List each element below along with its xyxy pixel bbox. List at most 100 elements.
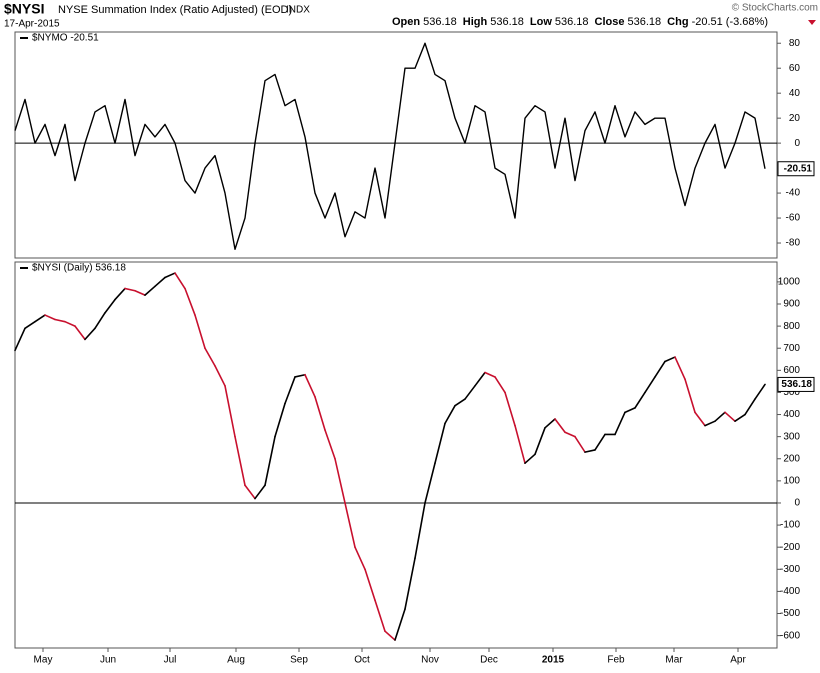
line-segment bbox=[134, 289, 146, 296]
down-arrow bbox=[808, 20, 816, 25]
quote-label: Open bbox=[392, 16, 420, 28]
legend-entry: $NYMO -20.51 bbox=[32, 33, 99, 44]
line-segment bbox=[724, 411, 736, 422]
line-segment bbox=[524, 453, 536, 464]
x-tick-label: Dec bbox=[480, 655, 498, 666]
line-segment bbox=[714, 411, 726, 422]
line-segment bbox=[444, 404, 456, 425]
quote-label: Close bbox=[595, 16, 625, 28]
x-tick-label: Apr bbox=[730, 655, 746, 666]
quote-value: 536.18 bbox=[490, 16, 524, 28]
line-segment bbox=[124, 287, 136, 292]
line-segment bbox=[494, 376, 506, 394]
line-segment bbox=[204, 347, 216, 367]
line-segment bbox=[344, 502, 356, 548]
line-segment bbox=[464, 385, 476, 400]
quote-value: -20.51 (-3.68%) bbox=[692, 16, 768, 28]
quote-label: High bbox=[463, 16, 488, 28]
quote-value: 536.18 bbox=[423, 16, 457, 28]
y-tick-label: -40 bbox=[786, 188, 801, 199]
line-segment bbox=[534, 427, 546, 456]
y-tick-label: 40 bbox=[789, 88, 801, 99]
y-tick-label: 60 bbox=[789, 63, 801, 74]
line-segment bbox=[274, 402, 286, 438]
y-tick-label: 500 bbox=[783, 387, 800, 398]
line-segment bbox=[34, 314, 46, 323]
line-segment bbox=[44, 314, 56, 321]
line-segment bbox=[24, 320, 36, 330]
line-segment bbox=[384, 630, 396, 641]
y-tick-label: 20 bbox=[789, 113, 801, 124]
y-tick-label: -400 bbox=[780, 586, 800, 597]
line-segment bbox=[504, 391, 516, 427]
line-segment bbox=[114, 287, 126, 301]
line-segment bbox=[594, 433, 606, 451]
line-segment bbox=[304, 373, 316, 398]
quote-label: Low bbox=[530, 16, 552, 28]
line-segment bbox=[454, 398, 466, 407]
x-tick-label: Aug bbox=[227, 655, 245, 666]
y-tick-label: 80 bbox=[789, 38, 801, 49]
y-tick-label: 100 bbox=[783, 476, 800, 487]
x-tick-label: Feb bbox=[607, 655, 625, 666]
line-segment bbox=[644, 376, 656, 394]
y-tick-label: 400 bbox=[783, 409, 800, 420]
line-segment bbox=[484, 371, 496, 378]
line-segment bbox=[694, 411, 706, 427]
index-name: NYSE Summation Index (Ratio Adjusted) (E… bbox=[58, 4, 292, 16]
last-value-label: -20.51 bbox=[784, 163, 813, 174]
y-tick-label: -60 bbox=[786, 213, 801, 224]
line-segment bbox=[474, 371, 486, 387]
line-segment bbox=[654, 360, 666, 378]
quote-value: 536.18 bbox=[555, 16, 589, 28]
copyright: © StockCharts.com bbox=[732, 3, 818, 14]
line-segment bbox=[744, 398, 756, 416]
panel-frame bbox=[14, 261, 778, 649]
y-tick-label: 1000 bbox=[778, 277, 801, 288]
line-segment bbox=[164, 272, 176, 279]
line-segment bbox=[394, 608, 406, 641]
line-segment bbox=[544, 418, 556, 429]
line-segment bbox=[94, 312, 106, 330]
line-segment bbox=[104, 298, 116, 314]
y-tick-label: -100 bbox=[780, 520, 800, 531]
line-segment bbox=[424, 462, 436, 504]
line-segment bbox=[624, 407, 636, 414]
line-segment bbox=[414, 502, 426, 560]
line-segment bbox=[84, 327, 96, 341]
line-segment bbox=[554, 418, 566, 434]
y-tick-label: 300 bbox=[783, 431, 800, 442]
line-segment bbox=[514, 424, 526, 464]
y-tick-label: 0 bbox=[794, 498, 800, 509]
line-segment bbox=[334, 457, 346, 504]
line-segment bbox=[634, 391, 646, 409]
line-segment bbox=[314, 396, 326, 431]
last-value-box bbox=[777, 376, 815, 392]
x-tick-label: Sep bbox=[290, 655, 308, 666]
last-value-label: 536.18 bbox=[781, 379, 812, 390]
line-segment bbox=[54, 318, 66, 323]
quote: Open 536.18 High 536.18 Low 536.18 Close 536.18… bbox=[392, 16, 768, 28]
y-tick-label: -80 bbox=[786, 238, 801, 249]
x-tick-label: Jun bbox=[100, 655, 116, 666]
last-value-box bbox=[777, 161, 815, 177]
line-segment bbox=[354, 546, 366, 571]
x-tick-label: Nov bbox=[421, 655, 439, 666]
line-segment bbox=[404, 557, 416, 610]
legend-entry: $NYSI (Daily) 536.18 bbox=[32, 263, 126, 274]
line-segment bbox=[734, 413, 746, 422]
line-segment bbox=[14, 327, 26, 352]
line-segment bbox=[254, 484, 266, 500]
y-tick-label: -300 bbox=[780, 564, 800, 575]
line-segment bbox=[294, 373, 306, 378]
line-segment bbox=[584, 449, 596, 453]
line-segment bbox=[214, 365, 226, 387]
x-tick-label: Jul bbox=[164, 655, 177, 666]
line-segment bbox=[64, 320, 76, 327]
quote-value: 536.18 bbox=[628, 16, 662, 28]
line-segment bbox=[224, 385, 236, 438]
line-segment bbox=[234, 435, 246, 487]
x-tick-label: Oct bbox=[354, 655, 370, 666]
line-segment bbox=[684, 378, 696, 414]
